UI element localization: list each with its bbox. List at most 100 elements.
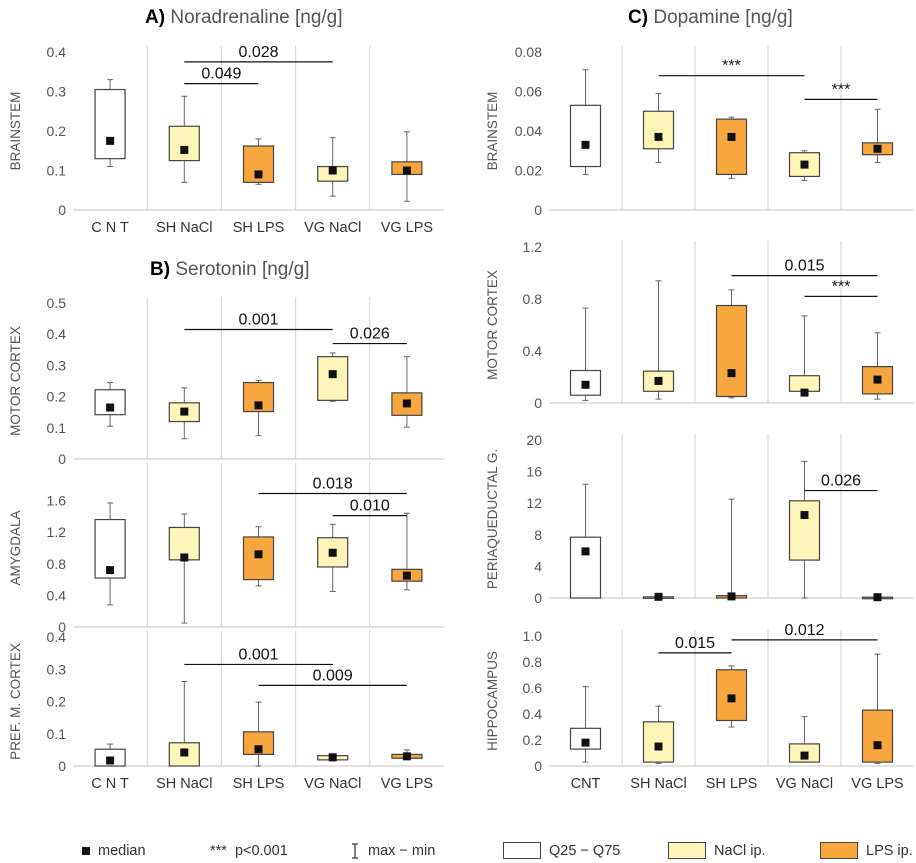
y-axis-title: PREF. M. CORTEX — [8, 643, 23, 760]
panel-a-title: A) Noradrenaline [ng/g] — [145, 7, 343, 28]
significance-label: 0.010 — [350, 498, 390, 515]
median-marker — [873, 375, 882, 384]
y-tick-label: 4 — [534, 558, 542, 574]
x-tick-label: SH NaCl — [156, 776, 212, 792]
y-axis-title: MOTOR CORTEX — [8, 326, 23, 436]
significance-label: *** — [832, 81, 851, 98]
quartile-box — [242, 731, 275, 755]
significance-label: 0.049 — [201, 66, 241, 83]
median-marker — [654, 376, 663, 385]
box-cnt — [94, 382, 126, 427]
box-vg-lps — [391, 512, 423, 591]
legend-pvalue-label: p<0.001 — [234, 842, 288, 859]
significance-bar: 0.010 — [332, 498, 407, 517]
quartile-box — [642, 110, 675, 150]
legend-quartiles-label: Q25 − Q75 — [549, 842, 621, 859]
box-cnt — [94, 502, 126, 606]
y-tick-label: 1.6 — [47, 493, 67, 509]
median-marker — [800, 511, 809, 520]
median-marker — [254, 550, 263, 559]
box-vg-nacl — [317, 753, 349, 762]
significance-label: 0.001 — [238, 646, 278, 663]
median-marker — [873, 593, 882, 602]
median-marker — [106, 403, 115, 412]
y-tick-label: 1.2 — [47, 524, 67, 540]
y-tick-label: 0.3 — [47, 84, 67, 100]
legend-nacl-label: NaCl ip. — [714, 842, 766, 859]
significance-bar: 0.026 — [804, 473, 878, 492]
significance-bar: 0.015 — [658, 635, 732, 654]
significance-bar: 0.028 — [184, 44, 333, 63]
median-marker — [328, 753, 337, 762]
quartile-box — [569, 536, 602, 599]
x-tick-label: SH LPS — [706, 776, 758, 792]
box-sh-nacl — [642, 280, 675, 400]
box-vg-nacl — [788, 150, 821, 181]
x-tick-label: VG LPS — [851, 776, 903, 792]
y-tick-label: 1.2 — [523, 239, 543, 255]
significance-bar: 0.009 — [258, 667, 407, 686]
y-axis-title: BRAINSTEM — [8, 92, 23, 171]
quartile-box — [642, 721, 675, 763]
median-marker — [106, 756, 115, 765]
y-tick-label: 0.3 — [47, 357, 67, 373]
significance-label: 0.015 — [675, 635, 715, 652]
plot-c-brainstem: 0 0.02 0.04 0.06 0.08 BRAINSTEM *** *** — [485, 44, 914, 218]
median-marker — [581, 738, 590, 747]
legend: median *** p<0.001 max − min Q25 − Q75 N… — [0, 838, 916, 863]
box-sh-nacl — [168, 513, 200, 624]
legend-stars-label: *** — [210, 842, 227, 859]
y-tick-label: 0.4 — [47, 587, 67, 603]
legend-significance: *** p<0.001 — [210, 838, 288, 863]
box-sh-nacl — [168, 95, 200, 183]
median-marker — [654, 132, 663, 141]
legend-nacl: NaCl ip. — [668, 838, 766, 863]
median-marker — [402, 399, 411, 408]
median-marker — [581, 140, 590, 149]
significance-label: 0.028 — [238, 44, 278, 61]
box-sh-lps — [242, 701, 275, 767]
significance-bar: *** — [804, 81, 878, 101]
box-sh-nacl — [168, 681, 200, 767]
y-tick-label: 12 — [526, 495, 542, 511]
median-marker — [727, 132, 736, 141]
significance-bar: 0.015 — [731, 258, 878, 277]
box-cnt — [569, 69, 602, 175]
x-tick-label: VG LPS — [381, 220, 433, 236]
box-vg-lps — [391, 749, 423, 761]
median-marker — [180, 553, 189, 562]
significance-label: 0.018 — [313, 475, 353, 492]
quartile-box — [861, 709, 894, 763]
significance-bar: *** — [804, 278, 878, 297]
median-marker — [402, 166, 411, 175]
box-cnt — [94, 743, 126, 767]
x-tick-label: CNT — [571, 776, 601, 792]
y-tick-label: 0 — [534, 395, 542, 411]
median-marker — [800, 388, 809, 397]
legend-lps-label: LPS ip. — [866, 842, 913, 859]
median-marker — [654, 742, 663, 751]
box-sh-nacl — [642, 705, 675, 764]
significance-bar: 0.049 — [184, 66, 259, 85]
y-tick-label: 0.3 — [47, 661, 67, 677]
box-vg-nacl — [317, 523, 349, 592]
box-vg-nacl — [788, 460, 821, 599]
median-marker — [581, 380, 590, 389]
y-tick-label: 0 — [58, 758, 66, 774]
box-vg-lps — [861, 108, 894, 164]
significance-bar: 0.001 — [184, 312, 333, 331]
plot-b-amygdala: 0 0.4 0.8 1.2 1.6 AMYGDALA 0.018 0.010 — [8, 463, 444, 635]
median-marker — [727, 694, 736, 703]
median-marker — [180, 145, 189, 154]
x-tick-label: SH NaCl — [156, 220, 212, 236]
quartile-box — [317, 356, 349, 401]
y-tick-label: 0.4 — [47, 326, 67, 342]
x-tick-label: SH LPS — [233, 776, 285, 792]
plot-b-pref-m-cortex: 0 0.1 0.2 0.3 0.4 PREF. M. CORTEX 0.001 0.009 C … — [8, 629, 444, 792]
legend-median: median — [82, 838, 146, 863]
y-tick-label: 20 — [526, 432, 542, 448]
y-tick-label: 0 — [534, 202, 542, 218]
y-tick-label: 0.1 — [47, 420, 67, 436]
x-tick-label: C N T — [91, 220, 129, 236]
